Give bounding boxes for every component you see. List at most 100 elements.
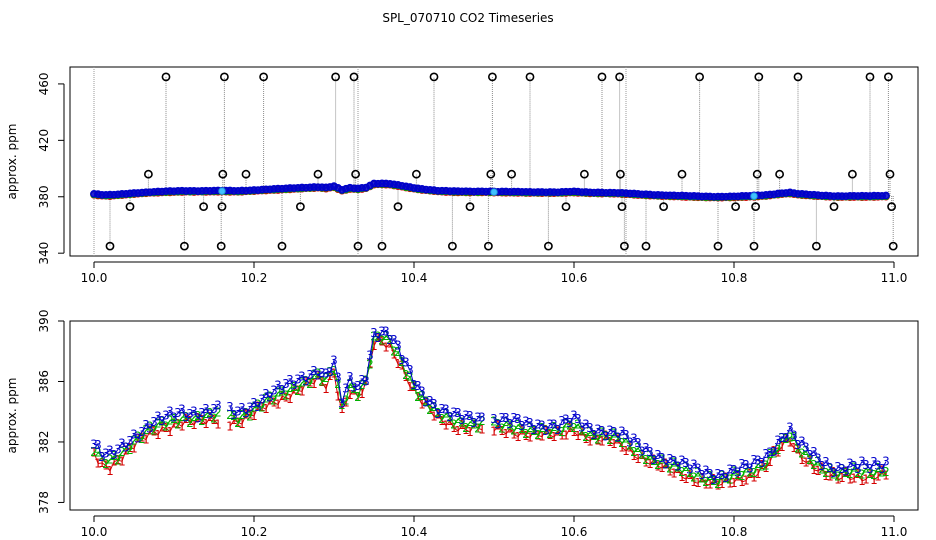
top-outlier-point <box>161 72 171 82</box>
bottom-series-3-label: 3 <box>242 407 250 421</box>
bottom-series-2-label: 2 <box>578 424 586 438</box>
bottom-series-1-label: 1 <box>726 476 734 490</box>
bottom-series-3-label: 3 <box>414 379 422 393</box>
bottom-series-1-label: 1 <box>754 467 762 481</box>
bottom-series-2-label: 2 <box>806 453 814 467</box>
bottom-series-2-label: 2 <box>234 416 242 430</box>
bottom-series-1-label: 1 <box>706 478 714 492</box>
bottom-series-1-label: 1 <box>850 472 858 486</box>
bottom-series-1-label: 1 <box>750 471 758 485</box>
bottom-series-1-label: 1 <box>242 407 250 421</box>
bottom-series-3-label: 3 <box>494 418 502 432</box>
top-outlier-point <box>865 72 875 82</box>
bottom-series-1-label: 1 <box>330 367 338 381</box>
bottom-series-3-label: 3 <box>578 421 586 435</box>
bottom-series-3-label: 3 <box>394 338 402 352</box>
top-y-tick-label: 380 <box>37 185 51 208</box>
bottom-series-3-label: 3 <box>410 378 418 392</box>
bottom-series-3-label: 3 <box>190 405 198 419</box>
bottom-series-1-label: 1 <box>654 459 662 473</box>
bottom-series-2-label: 2 <box>194 409 202 423</box>
top-y-tick-label: 340 <box>37 242 51 265</box>
bottom-series-3-label: 3 <box>734 466 742 480</box>
bottom-series-1-label: 1 <box>190 418 198 432</box>
bottom-series-2-label: 2 <box>430 400 438 414</box>
bottom-series-3-label: 3 <box>102 447 110 461</box>
bottom-series-3-label: 3 <box>246 400 254 414</box>
bottom-series-1-label: 1 <box>126 441 134 455</box>
bottom-series-3-label: 3 <box>314 369 322 383</box>
bottom-series-2-label: 2 <box>358 378 366 392</box>
bottom-series-3-label: 3 <box>742 458 750 472</box>
bottom-series-3-label: 3 <box>506 417 514 431</box>
top-outlier-point <box>677 169 687 179</box>
bottom-series-2-label: 2 <box>130 434 138 448</box>
bottom-series-3-label: 3 <box>678 453 686 467</box>
bottom-series-3-label: 3 <box>818 459 826 473</box>
bottom-series-2-label: 2 <box>654 458 662 472</box>
bottom-series-1-label: 1 <box>538 430 546 444</box>
bottom-series-3-label: 3 <box>430 397 438 411</box>
bottom-series-3-label: 3 <box>118 436 126 450</box>
bottom-series-3-label: 3 <box>498 411 506 425</box>
bottom-series-3-label: 3 <box>266 391 274 405</box>
top-highlight-point <box>218 187 226 195</box>
bottom-series-3-label: 3 <box>638 444 646 458</box>
top-outlier-point <box>812 241 821 251</box>
bottom-series-3-label: 3 <box>518 419 526 433</box>
bottom-series-3-label: 3 <box>590 428 598 442</box>
top-highlight-point <box>750 192 758 200</box>
bottom-series-3-label: 3 <box>198 406 206 420</box>
panel-bottom: 10.0 10.2 10.4 10.6 10.8 11.0 378 382 386 390 appr… <box>5 310 919 539</box>
bottom-series-3-label: 3 <box>390 333 398 347</box>
bottom-series-1-label: 1 <box>614 433 622 447</box>
bottom-series-3-label: 3 <box>422 396 430 410</box>
bottom-series-1-label: 1 <box>882 468 890 482</box>
bottom-series-2-label: 2 <box>790 430 798 444</box>
bottom-series-2-label: 2 <box>634 441 642 455</box>
bottom-series-1-label: 1 <box>562 429 570 443</box>
bottom-series-1-label: 1 <box>758 458 766 472</box>
bottom-series-3-label: 3 <box>366 349 374 363</box>
bottom-series-2-label: 2 <box>810 458 818 472</box>
bottom-series-1-label: 1 <box>658 461 666 475</box>
bottom-series-3-label: 3 <box>586 421 594 435</box>
bottom-series-3-label: 3 <box>670 454 678 468</box>
bottom-series-3-label: 3 <box>234 405 242 419</box>
bottom-series-3-label: 3 <box>378 324 386 338</box>
bottom-series-2-label: 2 <box>786 431 794 445</box>
bottom-series-2-label: 2 <box>746 466 754 480</box>
bottom-series-1-label: 1 <box>270 395 278 409</box>
top-outlier-point <box>487 72 497 82</box>
bottom-series-1-label: 1 <box>558 429 566 443</box>
bottom-series-1-label: 1 <box>794 443 802 457</box>
bottom-series-1-label: 1 <box>646 457 654 471</box>
bottom-series-2-label: 2 <box>506 418 514 432</box>
bottom-series-2-label: 2 <box>414 390 422 404</box>
bottom-series-2-label: 2 <box>546 427 554 441</box>
bottom-series-1-label: 1 <box>186 414 194 428</box>
bottom-series-3-label: 3 <box>462 408 470 422</box>
bottom-series-3-label: 3 <box>710 473 718 487</box>
bottom-series-1-label: 1 <box>306 375 314 389</box>
bottom-series-1-label: 1 <box>522 429 530 443</box>
bottom-series-1-label: 1 <box>334 390 342 404</box>
bottom-series-2-label: 2 <box>770 446 778 460</box>
bottom-series-2-label: 2 <box>646 448 654 462</box>
bottom-series-2-label: 2 <box>758 459 766 473</box>
bottom-series-1-label: 1 <box>790 441 798 455</box>
chart-title: SPL_070710 CO2 Timeseries <box>382 11 553 25</box>
bottom-x-tick-label: 10.0 <box>81 525 108 539</box>
bottom-series-3-label: 3 <box>126 434 134 448</box>
top-outlier-point <box>659 202 668 212</box>
bottom-series-1-label: 1 <box>738 475 746 489</box>
bottom-series-3-label: 3 <box>278 383 286 397</box>
bottom-series-3-label: 3 <box>230 408 238 422</box>
bottom-series-2-label: 2 <box>126 443 134 457</box>
top-outlier-point <box>377 241 387 251</box>
bottom-series-2-label: 2 <box>374 330 382 344</box>
bottom-series-1-label: 1 <box>214 418 222 432</box>
bottom-series-3-label: 3 <box>602 430 610 444</box>
bottom-series-1-label: 1 <box>386 337 394 351</box>
